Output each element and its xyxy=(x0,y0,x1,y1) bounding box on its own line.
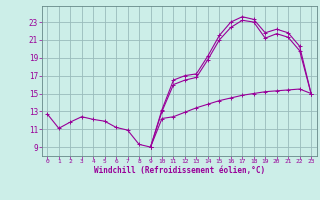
X-axis label: Windchill (Refroidissement éolien,°C): Windchill (Refroidissement éolien,°C) xyxy=(94,166,265,175)
